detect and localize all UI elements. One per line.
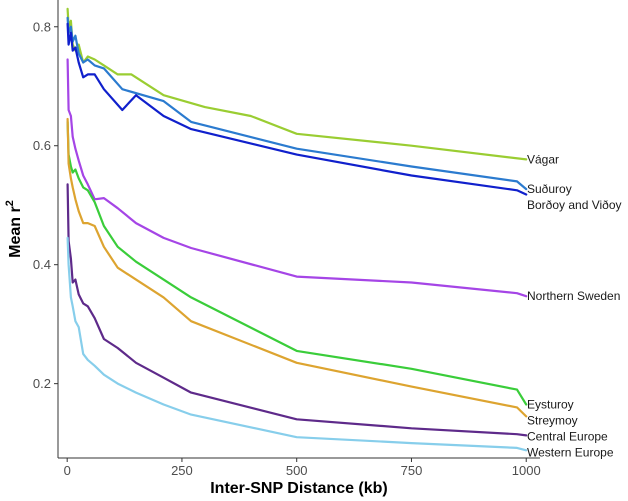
series-labels: Vágar Suðuroy Borðoy and Viðoy Northern Swe… bbox=[527, 152, 622, 459]
series-label: Suðuroy bbox=[527, 182, 572, 196]
x-ticks: 0 250 500 750 1000 bbox=[64, 458, 541, 478]
series-label: Borðoy and Viðoy bbox=[527, 198, 622, 212]
x-tick-label: 500 bbox=[286, 463, 308, 478]
y-ticks: 0.2 0.4 0.6 0.8 bbox=[33, 19, 58, 391]
y-tick-label: 0.2 bbox=[33, 376, 51, 391]
series-label: Eysturoy bbox=[527, 397, 574, 411]
y-axis-title-text: Mean r bbox=[7, 206, 24, 258]
y-tick-label: 0.4 bbox=[33, 257, 51, 272]
x-tick-label: 1000 bbox=[512, 463, 541, 478]
series-label: Streymoy bbox=[527, 413, 578, 427]
y-axis-title: Mean r2 bbox=[4, 200, 24, 258]
series-line bbox=[66, 22, 528, 196]
series-label: Vágar bbox=[527, 152, 559, 166]
series-line bbox=[66, 236, 528, 452]
series-line bbox=[66, 117, 528, 418]
x-tick-label: 250 bbox=[171, 463, 193, 478]
series-line bbox=[66, 58, 528, 298]
x-tick-label: 0 bbox=[64, 463, 71, 478]
series-line bbox=[66, 7, 528, 161]
series-label: Northern Sweden bbox=[527, 289, 620, 303]
y-tick-label: 0.8 bbox=[33, 19, 51, 34]
series-label: Central Europe bbox=[527, 429, 608, 443]
y-axis-title-superscript: 2 bbox=[4, 200, 16, 206]
series-line bbox=[66, 183, 528, 437]
axes bbox=[57, 0, 540, 459]
series-lines bbox=[66, 7, 528, 452]
series-line bbox=[66, 120, 528, 406]
series-label: Western Europe bbox=[527, 445, 614, 459]
x-tick-label: 750 bbox=[401, 463, 423, 478]
y-tick-label: 0.6 bbox=[33, 138, 51, 153]
series-line bbox=[66, 16, 528, 191]
x-axis-title: Inter-SNP Distance (kb) bbox=[210, 480, 388, 497]
